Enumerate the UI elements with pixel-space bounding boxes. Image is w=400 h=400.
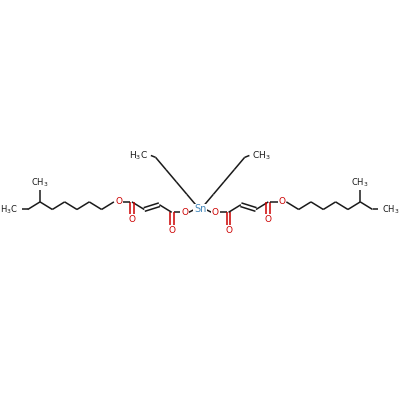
- Text: CH$_3$: CH$_3$: [352, 177, 369, 189]
- Text: O: O: [182, 208, 188, 217]
- Text: CH$_3$: CH$_3$: [31, 177, 49, 189]
- Text: O: O: [128, 215, 136, 224]
- Text: O: O: [212, 208, 219, 217]
- Text: H$_3$C: H$_3$C: [0, 203, 18, 216]
- Text: CH$_3$: CH$_3$: [252, 149, 271, 162]
- Text: H$_3$C: H$_3$C: [129, 149, 148, 162]
- Text: O: O: [265, 215, 272, 224]
- Text: O: O: [115, 197, 122, 206]
- Text: O: O: [278, 197, 285, 206]
- Text: O: O: [225, 226, 232, 235]
- Text: Sn: Sn: [194, 204, 206, 214]
- Text: O: O: [168, 226, 175, 235]
- Text: CH$_3$: CH$_3$: [382, 203, 400, 216]
